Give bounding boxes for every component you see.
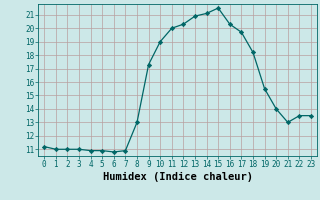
X-axis label: Humidex (Indice chaleur): Humidex (Indice chaleur) [103,172,252,182]
